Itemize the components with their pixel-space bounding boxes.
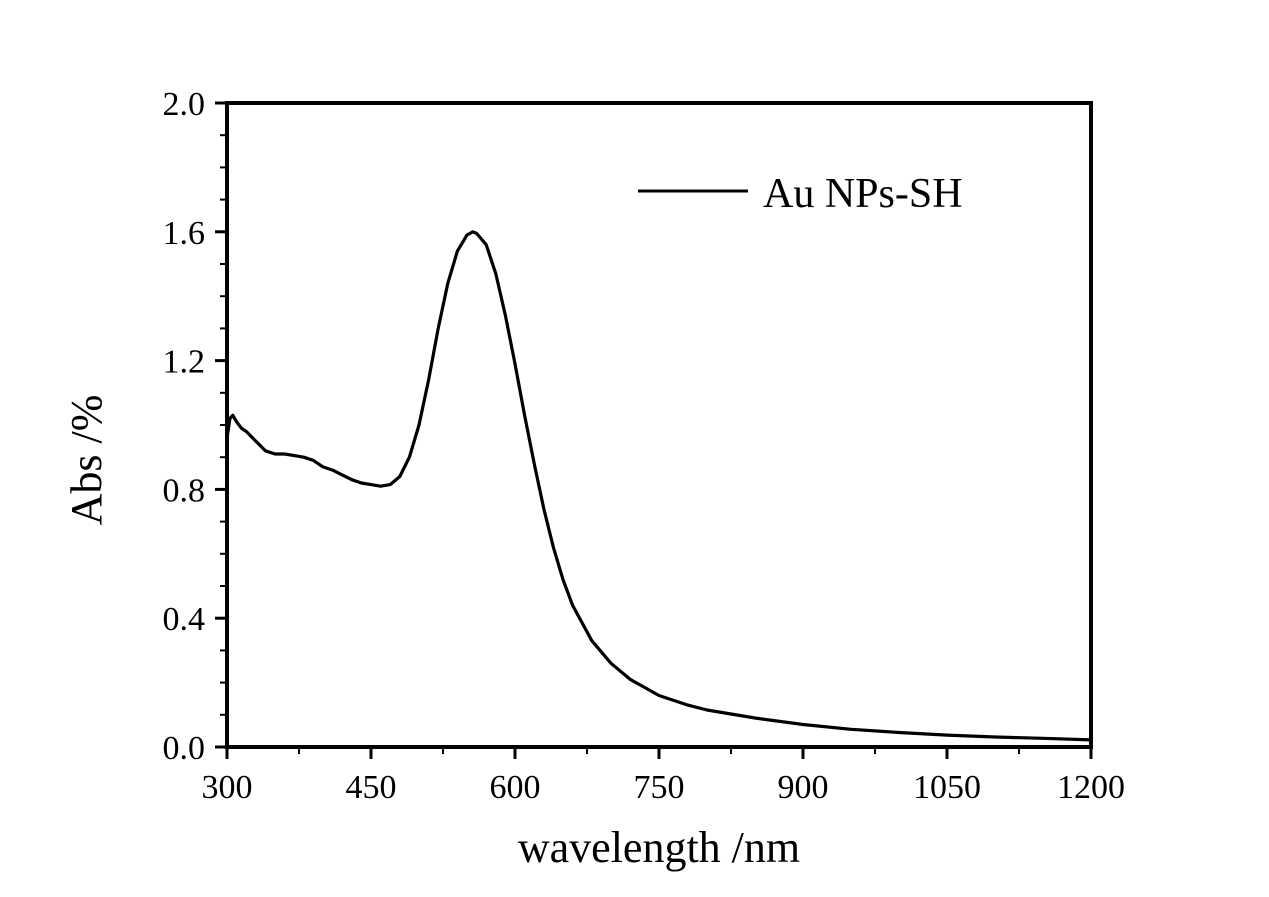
y-tick-label: 1.6 [163, 215, 206, 252]
y-tick-label: 1.2 [163, 344, 206, 381]
legend: Au NPs-SH [638, 171, 963, 217]
x-tick-label: 1200 [1057, 769, 1125, 806]
x-tick-label: 1050 [913, 769, 981, 806]
series-line-au-nps-sh [225, 230, 1093, 742]
x-tick-label: 900 [778, 769, 829, 806]
x-tick-label: 750 [634, 769, 685, 806]
x-tick-label: 450 [346, 769, 397, 806]
y-tick-label: 2.0 [163, 86, 206, 123]
y-axis-title: Abs /% [62, 395, 111, 526]
legend-label: Au NPs-SH [763, 171, 963, 217]
ticks-layer: 300 450 600 750 900 1050 1200 0.0 0.4 0.8 1.2 1.6 2.… [163, 86, 1126, 806]
x-tick-label: 300 [202, 769, 253, 806]
x-axis-title: wavelength /nm [518, 823, 800, 872]
series-layer [225, 230, 1093, 742]
x-tick-label: 600 [490, 769, 541, 806]
y-tick-label: 0.8 [163, 472, 206, 509]
y-tick-label: 0.0 [163, 730, 206, 767]
y-tick-label: 0.4 [163, 601, 206, 638]
